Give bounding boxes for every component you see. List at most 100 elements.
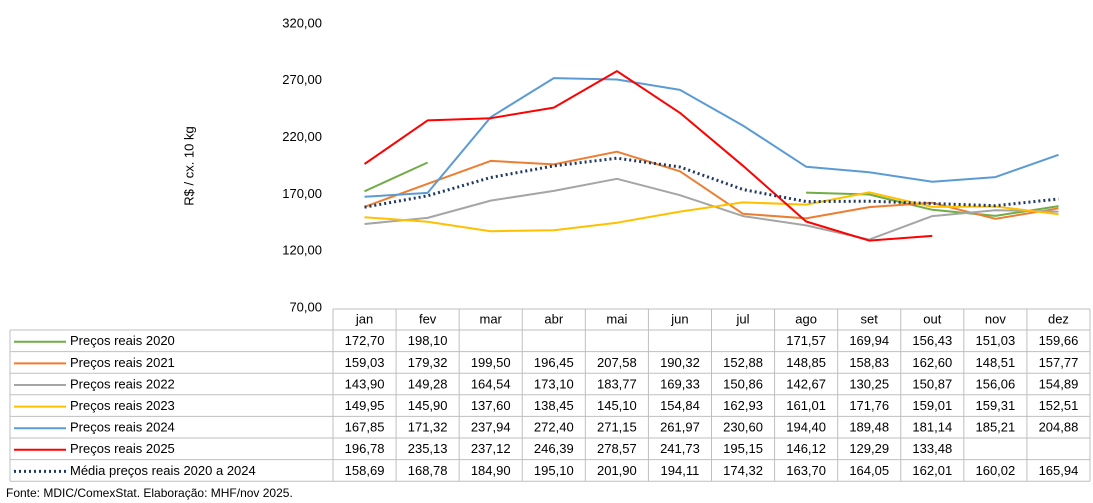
table-cell: 159,66 [1039,333,1079,348]
x-tick-label: mar [480,311,503,326]
x-tick-label: abr [544,311,563,326]
series-line [364,191,1059,233]
table-cell: 195,10 [534,463,574,478]
table-cell: 237,12 [471,441,511,456]
legend-label: Média preços reais 2020 a 2024 [70,463,256,478]
legend-label: Preços reais 2023 [70,398,175,413]
y-tick-label: 220,00 [282,129,322,144]
table-cell: 196,45 [534,355,574,370]
table-cell: 163,70 [786,463,826,478]
table-cell: 129,29 [849,441,889,456]
y-tick-label: 120,00 [282,243,322,258]
table-cell: 169,33 [660,376,700,391]
table-cell: 158,69 [345,463,385,478]
table-cell: 198,10 [408,333,448,348]
table-cell: 130,25 [849,376,889,391]
table-cell: 196,78 [345,441,385,456]
table-cell: 173,10 [534,376,574,391]
table-cell: 246,39 [534,441,574,456]
table-cell: 204,88 [1039,420,1079,435]
x-tick-label: jan [355,311,373,326]
table-cell: 174,32 [723,463,763,478]
table-cell: 194,40 [786,420,826,435]
x-tick-label: out [923,311,941,326]
x-tick-label: set [861,311,879,326]
table-cell: 207,58 [597,355,637,370]
table-cell: 201,90 [597,463,637,478]
series-line [364,177,1059,241]
y-axis-label: R$ / cx. 10 kg [181,126,196,205]
table-cell: 150,87 [912,376,952,391]
table-cell: 237,94 [471,420,511,435]
series-line [363,70,933,242]
source-note: Fonte: MDIC/ComexStat. Elaboração: MHF/n… [6,486,293,500]
table-cell: 145,10 [597,398,637,413]
table-cell: 154,89 [1039,376,1079,391]
y-tick-label: 270,00 [282,72,322,87]
table-cell: 133,48 [912,441,952,456]
table-cell: 271,15 [597,420,637,435]
x-tick-label: jul [736,311,750,326]
table-cell: 148,51 [975,355,1015,370]
table-cell: 164,05 [849,463,889,478]
table-cell: 159,01 [912,398,952,413]
x-tick-label: mai [606,311,627,326]
table-cell: 143,90 [345,376,385,391]
legend-label: Preços reais 2022 [70,376,175,391]
table-cell: 146,12 [786,441,826,456]
table-cell: 138,45 [534,398,574,413]
legend-label: Preços reais 2024 [70,420,175,435]
series-line [364,77,1059,198]
table-cell: 169,94 [849,333,889,348]
table-cell: 150,86 [723,376,763,391]
series-line [364,156,1059,209]
x-tick-label: nov [985,311,1006,326]
table-cell: 181,14 [912,420,952,435]
table-cell: 158,83 [849,355,889,370]
table-cell: 159,03 [345,355,385,370]
table-cell: 171,57 [786,333,826,348]
series-line [364,161,1059,217]
table-cell: 149,95 [345,398,385,413]
table-cell: 156,43 [912,333,952,348]
table-cell: 167,85 [345,420,385,435]
x-tick-label: ago [795,311,817,326]
table-cell: 171,76 [849,398,889,413]
table-cell: 241,73 [660,441,700,456]
table-cell: 154,84 [660,398,700,413]
table-cell: 148,85 [786,355,826,370]
table-cell: 156,06 [975,376,1015,391]
series-line [364,150,1059,220]
table-cell: 278,57 [597,441,637,456]
table-cell: 189,48 [849,420,889,435]
x-tick-label: jun [670,311,688,326]
table-cell: 184,90 [471,463,511,478]
table-cell: 165,94 [1039,463,1079,478]
table-cell: 168,78 [408,463,448,478]
table-cell: 142,67 [786,376,826,391]
table-cell: 272,40 [534,420,574,435]
table-cell: 190,32 [660,355,700,370]
table-cell: 160,02 [975,463,1015,478]
legend-label: Preços reais 2025 [70,441,175,456]
table-cell: 152,88 [723,355,763,370]
table-cell: 157,77 [1039,355,1079,370]
table-cell: 162,01 [912,463,952,478]
table-cell: 230,60 [723,420,763,435]
y-tick-label: 170,00 [282,186,322,201]
y-tick-label: 320,00 [282,15,322,30]
x-tick-label: dez [1048,311,1069,326]
table-cell: 183,77 [597,376,637,391]
table-cell: 171,32 [408,420,448,435]
table-cell: 145,90 [408,398,448,413]
table-cell: 235,13 [408,441,448,456]
table-cell: 162,93 [723,398,763,413]
table-cell: 159,31 [975,398,1015,413]
table-cell: 172,70 [345,333,385,348]
legend-label: Preços reais 2021 [70,355,175,370]
table-cell: 195,15 [723,441,763,456]
table-cell: 162,60 [912,355,952,370]
legend-label: Preços reais 2020 [70,333,175,348]
table-cell: 152,51 [1039,398,1079,413]
